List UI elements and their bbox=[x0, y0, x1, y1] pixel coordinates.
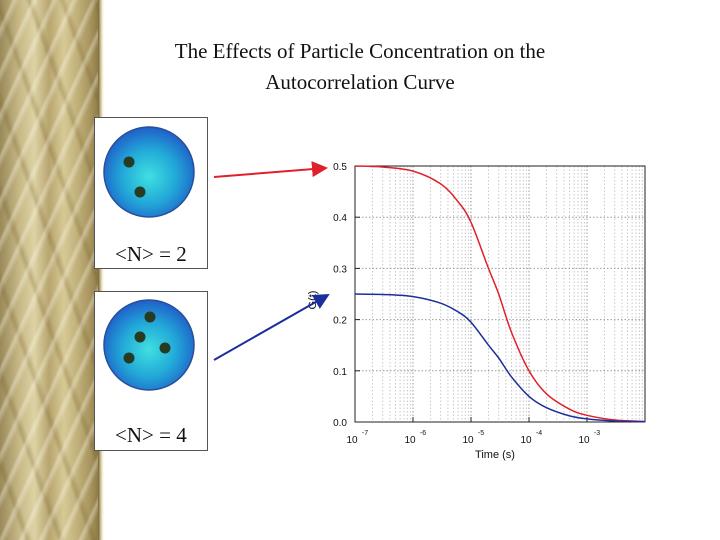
sphere-n2 bbox=[103, 126, 195, 218]
blue-arrow bbox=[213, 294, 330, 361]
y-tick-label: 0.3 bbox=[333, 264, 347, 275]
x-tick-label: 10 bbox=[404, 435, 416, 446]
particle-dot bbox=[123, 156, 135, 168]
y-tick-label: 0.5 bbox=[333, 162, 347, 173]
plot-background bbox=[355, 166, 645, 422]
y-tick-label: 0.4 bbox=[333, 213, 347, 224]
panel-label-n4: <N> = 4 bbox=[115, 423, 187, 447]
y-tick-label: 0.1 bbox=[333, 367, 347, 378]
gold-border bbox=[0, 0, 98, 540]
plot-area: 0.0 0.1 0.2 0.3 0.4 0.5 10 -7 10 -6 10 -5 10 -4 10 -3 Ti… bbox=[307, 162, 646, 461]
particle-dot bbox=[134, 186, 146, 198]
particle-dot bbox=[123, 352, 135, 364]
x-tick-exponent: -4 bbox=[536, 430, 542, 437]
particle-dot bbox=[144, 311, 156, 323]
y-tick-label: 0.2 bbox=[333, 316, 347, 327]
slide-title: The Effects of Particle Concentration on… bbox=[110, 36, 610, 98]
x-tick-label: 10 bbox=[346, 435, 358, 446]
sphere-n4 bbox=[103, 299, 195, 391]
particle-dot bbox=[159, 342, 171, 354]
title-line-2: Autocorrelation Curve bbox=[265, 70, 455, 94]
panel-label-n2: <N> = 2 bbox=[115, 242, 187, 266]
x-tick-exponent: -7 bbox=[362, 430, 368, 437]
series-line-2 bbox=[354, 293, 646, 423]
y-tick-label: 0.0 bbox=[333, 418, 347, 429]
x-axis-label: Time (s) bbox=[475, 449, 515, 461]
x-tick-label: 10 bbox=[578, 435, 590, 446]
red-arrow bbox=[213, 161, 328, 178]
x-tick-exponent: -5 bbox=[478, 430, 484, 437]
particle-dot bbox=[134, 331, 146, 343]
x-tick-label: 10 bbox=[462, 435, 474, 446]
x-tick-label: 10 bbox=[520, 435, 532, 446]
title-line-1: The Effects of Particle Concentration on… bbox=[174, 39, 546, 63]
series-line-1 bbox=[354, 165, 646, 423]
x-tick-exponent: -6 bbox=[420, 430, 426, 437]
gold-border-edge bbox=[98, 0, 104, 540]
x-tick-exponent: -3 bbox=[594, 430, 600, 437]
